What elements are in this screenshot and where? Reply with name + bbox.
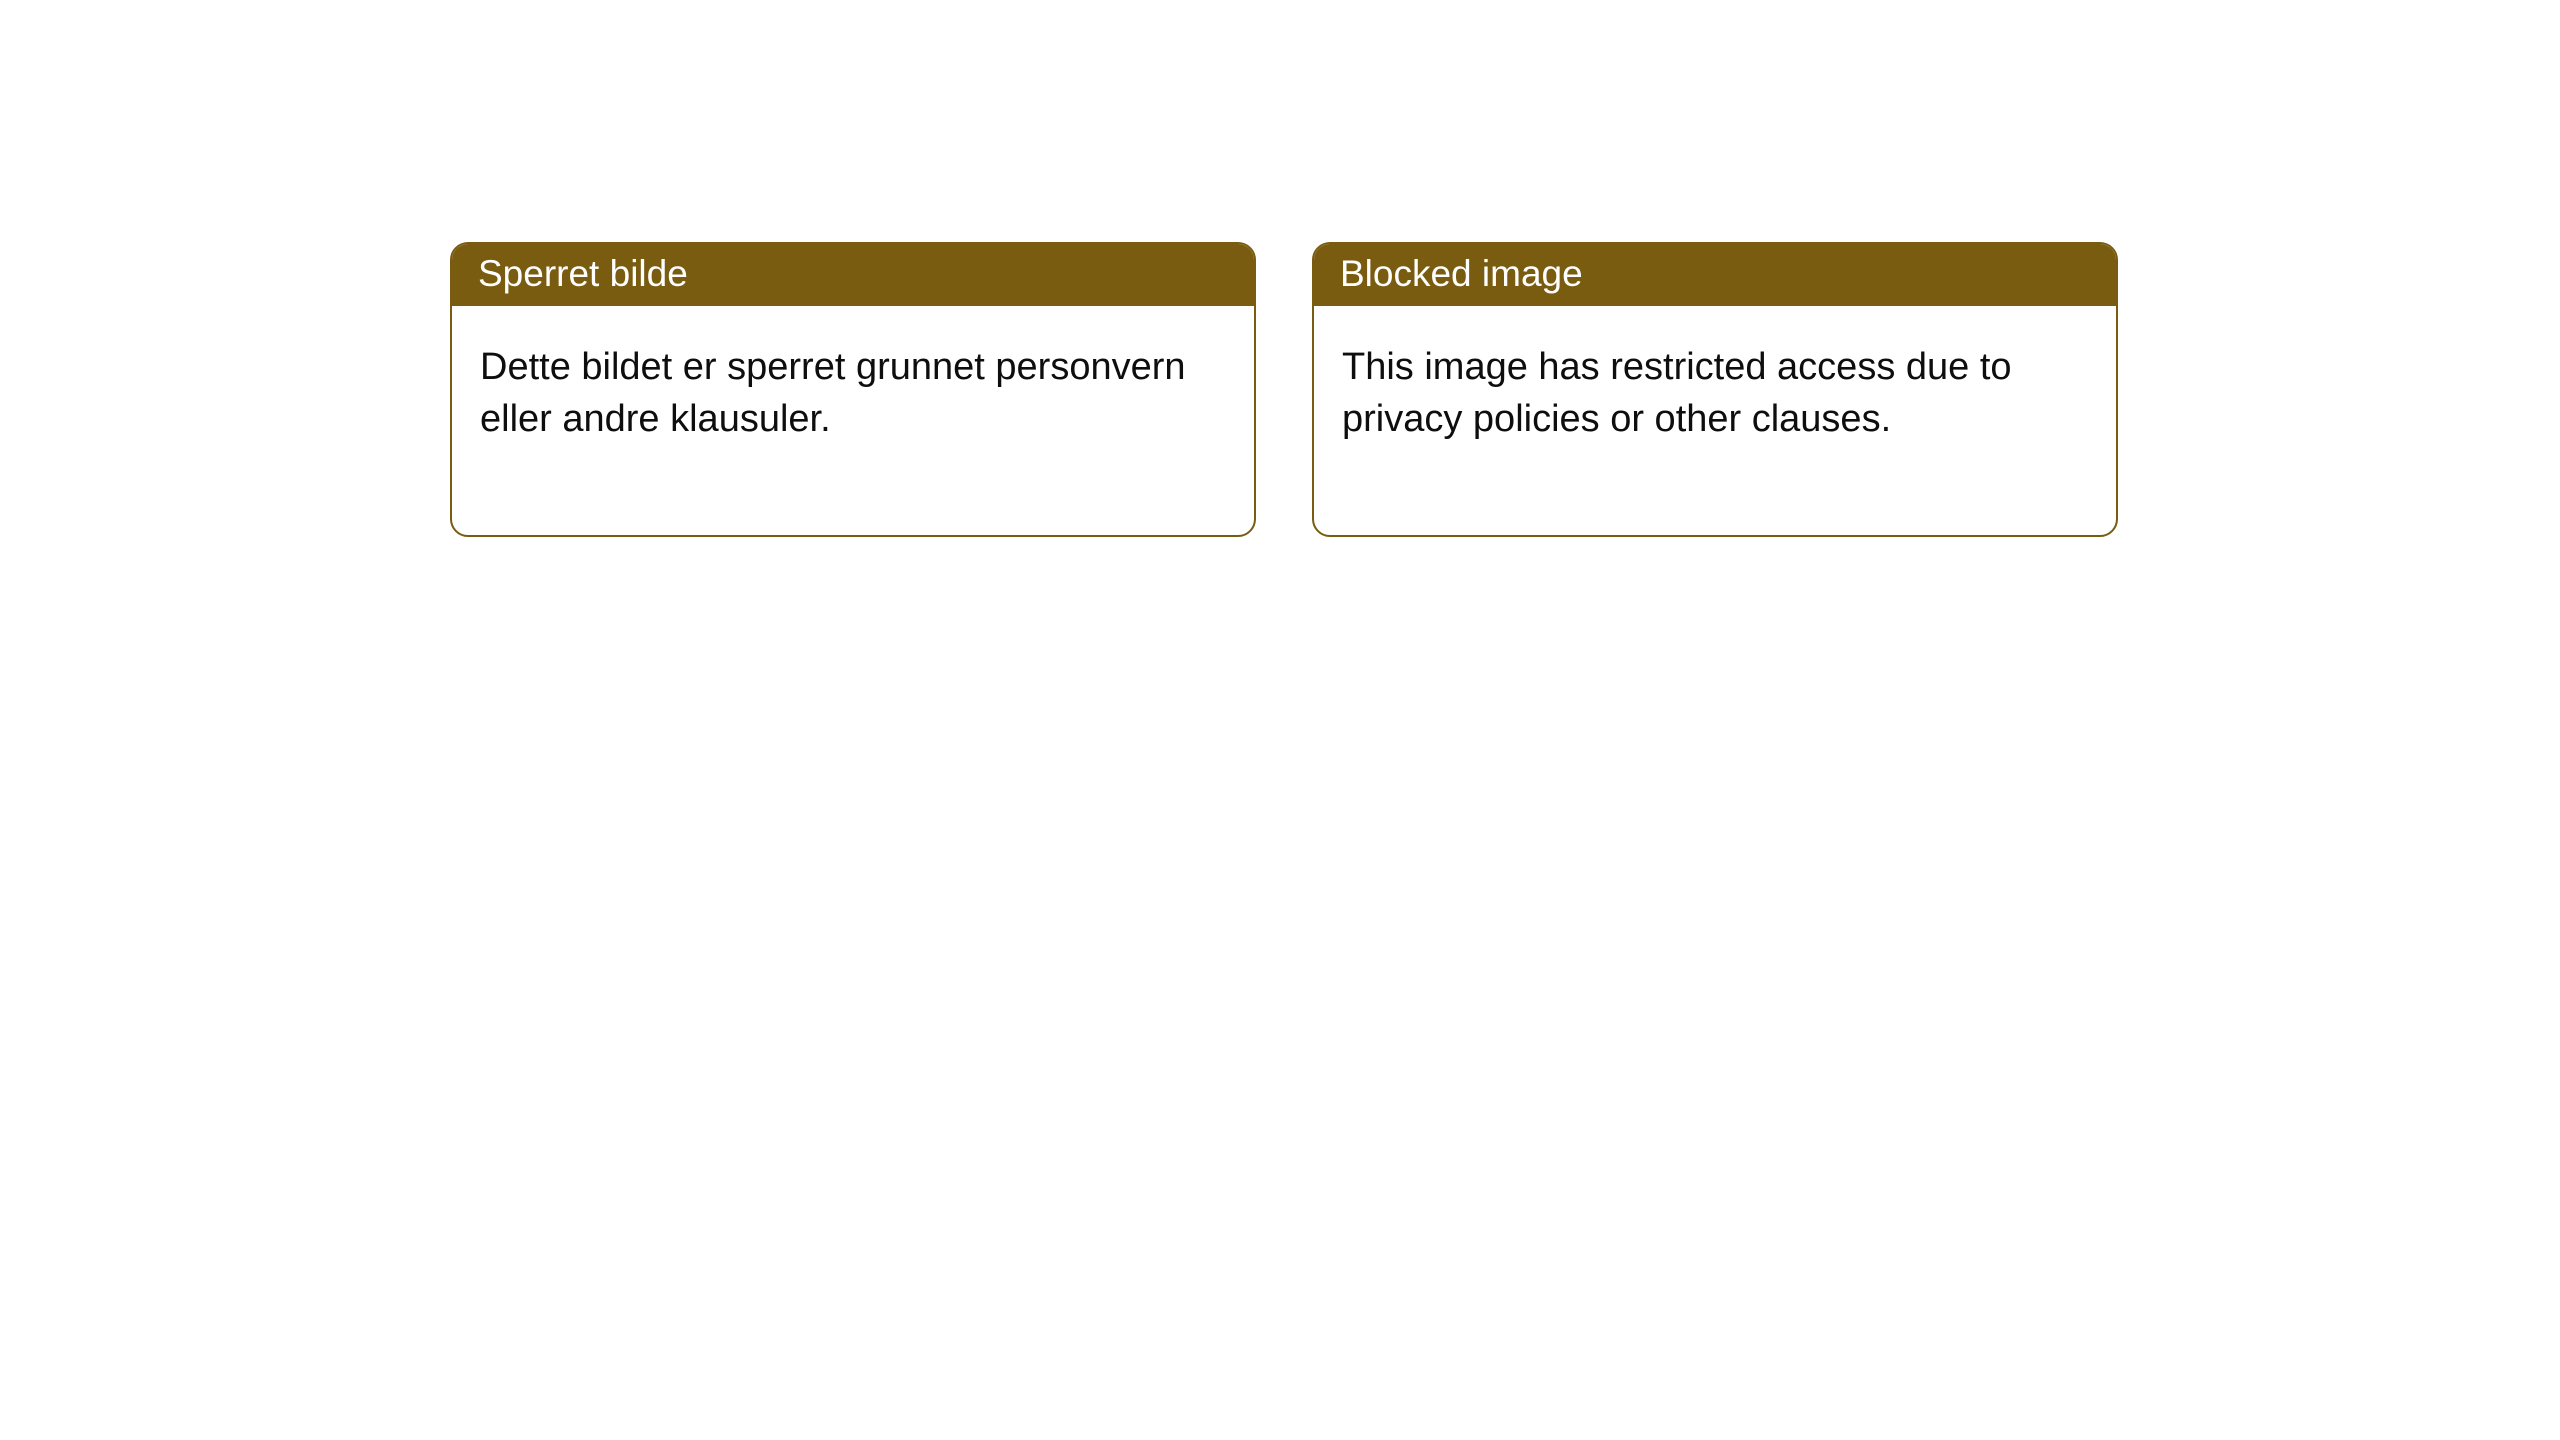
notice-body-en: This image has restricted access due to … [1314,306,2116,535]
notice-container: Sperret bilde Dette bildet er sperret gr… [0,0,2560,537]
notice-box-en: Blocked image This image has restricted … [1312,242,2118,537]
notice-header-no: Sperret bilde [452,244,1254,306]
notice-box-no: Sperret bilde Dette bildet er sperret gr… [450,242,1256,537]
notice-header-en: Blocked image [1314,244,2116,306]
notice-body-no: Dette bildet er sperret grunnet personve… [452,306,1254,535]
